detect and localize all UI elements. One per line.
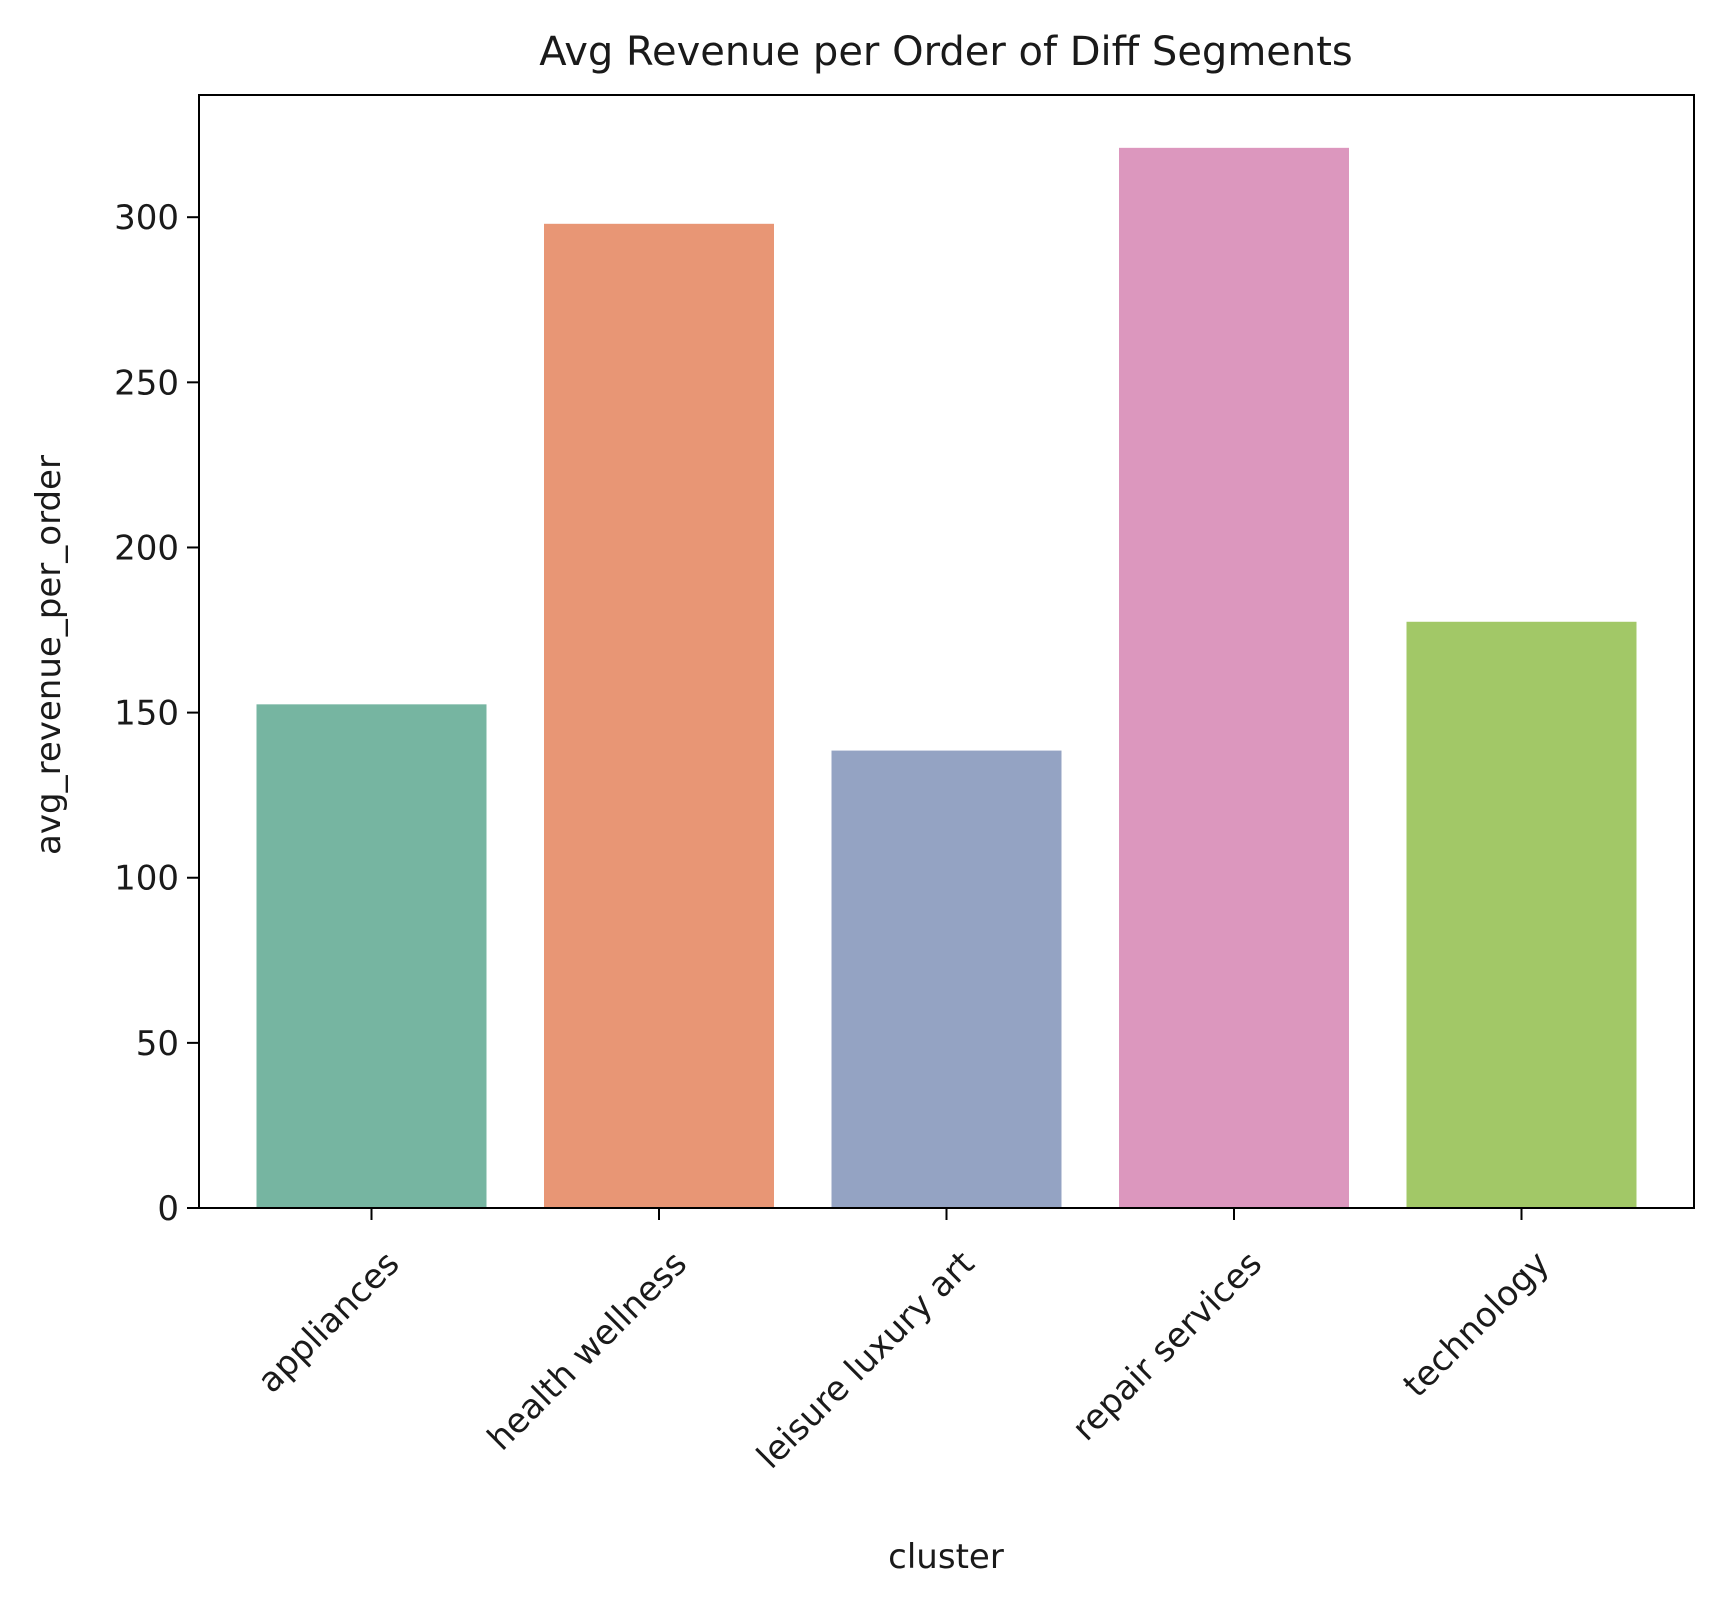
y-tick-label: 250: [114, 363, 179, 403]
y-tick-label: 300: [114, 198, 179, 238]
bar-leisure-luxury-art: [831, 750, 1062, 1208]
y-axis-label: avg_revenue_per_order: [29, 455, 69, 855]
y-tick-label: 200: [114, 528, 179, 568]
x-axis-label: cluster: [888, 1537, 1004, 1577]
bar-repair-services: [1119, 147, 1349, 1208]
y-tick-label: 150: [114, 694, 179, 734]
bar-health-wellness: [544, 223, 774, 1209]
plot-frame: [198, 94, 1695, 1209]
x-tick-label: technology: [1396, 1244, 1558, 1406]
x-tick-label: appliances: [250, 1244, 407, 1401]
bars-layer: [256, 147, 1637, 1209]
x-tick-label: repair services: [1065, 1244, 1270, 1449]
chart-title: Avg Revenue per Order of Diff Segments: [539, 29, 1353, 75]
x-tick-label: health wellness: [480, 1244, 695, 1459]
x-tick-label: leisure luxury art: [749, 1244, 982, 1477]
bar-appliances: [256, 704, 487, 1208]
y-tick-label: 50: [136, 1024, 179, 1064]
bar-technology: [1406, 621, 1637, 1208]
y-tick-label: 0: [157, 1189, 179, 1229]
y-tick-label: 100: [114, 859, 179, 899]
